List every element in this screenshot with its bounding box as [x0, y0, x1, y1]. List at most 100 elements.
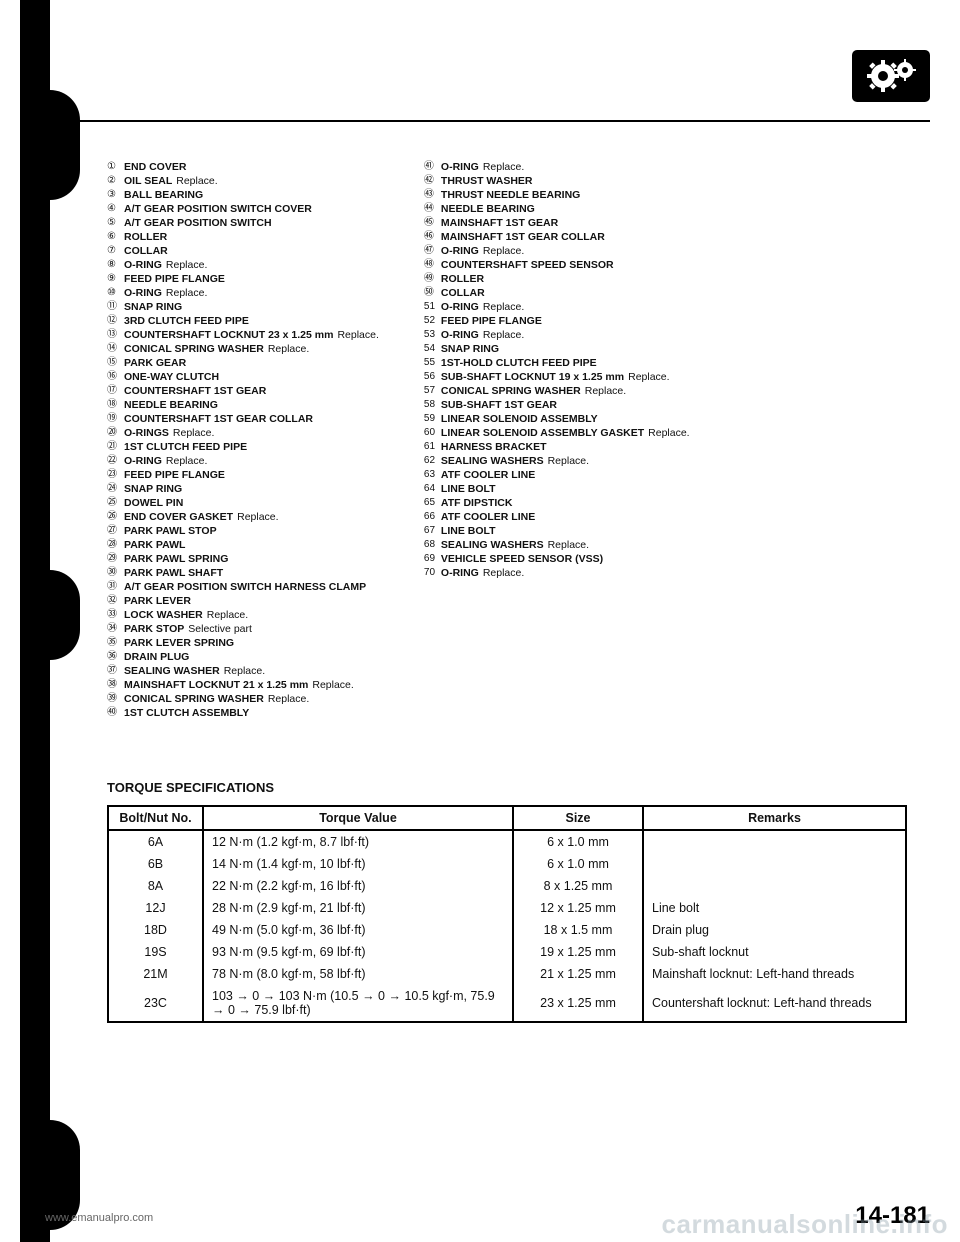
part-number: ⑲	[107, 412, 124, 426]
part-number: ㊾	[424, 272, 441, 286]
part-row: ㊵1ST CLUTCH ASSEMBLY	[107, 706, 379, 720]
part-row: ③BALL BEARING	[107, 188, 379, 202]
table-cell: Line bolt	[643, 897, 906, 919]
part-note: Replace.	[237, 510, 278, 524]
part-number: 54	[424, 342, 441, 356]
part-name: NEEDLE BEARING	[124, 398, 218, 412]
part-name: FEED PIPE FLANGE	[441, 314, 542, 328]
part-row: ㊻MAINSHAFT 1ST GEAR COLLAR	[424, 230, 690, 244]
part-number: 53	[424, 328, 441, 342]
part-name: ATF DIPSTICK	[441, 496, 513, 510]
part-row: ㊹NEEDLE BEARING	[424, 202, 690, 216]
part-number: ⑰	[107, 384, 124, 398]
part-name: OIL SEAL	[124, 174, 172, 188]
part-number: 66	[424, 510, 441, 524]
part-note: Replace.	[628, 370, 669, 384]
part-note: Replace.	[268, 692, 309, 706]
part-name: COUNTERSHAFT 1ST GEAR COLLAR	[124, 412, 313, 426]
part-name: SEALING WASHERS	[441, 454, 544, 468]
parts-col-right: ㊶O-RINGReplace.㊷THRUST WASHER㊸THRUST NEE…	[424, 160, 690, 720]
part-row: ㉗PARK PAWL STOP	[107, 524, 379, 538]
part-note: Replace.	[548, 538, 589, 552]
part-number: ⑩	[107, 286, 124, 300]
part-row: ⑲COUNTERSHAFT 1ST GEAR COLLAR	[107, 412, 379, 426]
part-number: ③	[107, 188, 124, 202]
part-number: 62	[424, 454, 441, 468]
part-note: Replace.	[483, 328, 524, 342]
part-note: Replace.	[166, 454, 207, 468]
part-row: ⑯ONE-WAY CLUTCH	[107, 370, 379, 384]
part-name: SUB-SHAFT 1ST GEAR	[441, 398, 557, 412]
part-row: ⑨FEED PIPE FLANGE	[107, 272, 379, 286]
part-number: ㊽	[424, 258, 441, 272]
part-number: ㊵	[107, 706, 124, 720]
table-cell: 19 x 1.25 mm	[513, 941, 643, 963]
part-number: ⑨	[107, 272, 124, 286]
part-note: Replace.	[483, 160, 524, 174]
part-name: CONICAL SPRING WASHER	[124, 692, 264, 706]
part-note: Replace.	[268, 342, 309, 356]
part-name: O-RING	[124, 454, 162, 468]
table-cell: Sub-shaft locknut	[643, 941, 906, 963]
part-row: ㊴CONICAL SPRING WASHER Replace.	[107, 692, 379, 706]
part-row: ㉓FEED PIPE FLANGE	[107, 468, 379, 482]
part-number: ㉝	[107, 608, 124, 622]
part-row: ㉞PARK STOPSelective part	[107, 622, 379, 636]
part-number: ㊼	[424, 244, 441, 258]
part-row: ㊲SEALING WASHERReplace.	[107, 664, 379, 678]
part-name: SNAP RING	[124, 482, 182, 496]
part-row: 63ATF COOLER LINE	[424, 468, 690, 482]
part-number: 51	[424, 300, 441, 314]
part-number: ⑫	[107, 314, 124, 328]
part-name: A/T GEAR POSITION SWITCH	[124, 216, 272, 230]
binding-tab	[20, 90, 80, 200]
part-name: A/T GEAR POSITION SWITCH HARNESS CLAMP	[124, 580, 366, 594]
part-row: ⑮PARK GEAR	[107, 356, 379, 370]
part-row: 551ST-HOLD CLUTCH FEED PIPE	[424, 356, 690, 370]
part-name: SNAP RING	[124, 300, 182, 314]
part-row: ㉔SNAP RING	[107, 482, 379, 496]
part-number: ⑭	[107, 342, 124, 356]
part-row: ④A/T GEAR POSITION SWITCH COVER	[107, 202, 379, 216]
part-row: ㉜PARK LEVER	[107, 594, 379, 608]
part-name: HARNESS BRACKET	[441, 440, 547, 454]
part-name: PARK PAWL SHAFT	[124, 566, 223, 580]
part-number: ㊴	[107, 692, 124, 706]
table-cell: 6B	[108, 853, 203, 875]
part-number: ⑪	[107, 300, 124, 314]
part-name: O-RING	[124, 286, 162, 300]
th-size: Size	[513, 806, 643, 830]
part-row: 68SEALING WASHERSReplace.	[424, 538, 690, 552]
part-name: END COVER	[124, 160, 186, 174]
part-note: Replace.	[207, 608, 248, 622]
table-cell: 12 x 1.25 mm	[513, 897, 643, 919]
table-cell: Countershaft locknut: Left-hand threads	[643, 985, 906, 1022]
part-number: 69	[424, 552, 441, 566]
part-name: MAINSHAFT LOCKNUT 21 x 1.25 mm	[124, 678, 308, 692]
part-row: ㊶O-RINGReplace.	[424, 160, 690, 174]
part-number: ㊹	[424, 202, 441, 216]
part-number: 60	[424, 426, 441, 440]
torque-table: Bolt/Nut No. Torque Value Size Remarks 6…	[107, 805, 907, 1023]
table-cell: 21M	[108, 963, 203, 985]
part-note: Replace.	[585, 384, 626, 398]
part-number: 56	[424, 370, 441, 384]
part-name: O-RING	[441, 244, 479, 258]
part-row: 58SUB-SHAFT 1ST GEAR	[424, 398, 690, 412]
table-row: 12J28 N·m (2.9 kgf·m, 21 lbf·ft)12 x 1.2…	[108, 897, 906, 919]
table-cell: 78 N·m (8.0 kgf·m, 58 lbf·ft)	[203, 963, 513, 985]
part-note: Replace.	[483, 244, 524, 258]
part-number: ㊺	[424, 216, 441, 230]
part-name: VEHICLE SPEED SENSOR (VSS)	[441, 552, 603, 566]
part-name: SEALING WASHER	[124, 664, 220, 678]
part-name: COLLAR	[124, 244, 168, 258]
part-number: ⑳	[107, 426, 124, 440]
part-name: O-RINGS	[124, 426, 169, 440]
part-number: ㉞	[107, 622, 124, 636]
table-cell: 12J	[108, 897, 203, 919]
parts-col-left: ①END COVER②OIL SEALReplace.③BALL BEARING…	[107, 160, 379, 720]
part-row: 60LINEAR SOLENOID ASSEMBLY GASKETReplace…	[424, 426, 690, 440]
table-row: 18D49 N·m (5.0 kgf·m, 36 lbf·ft)18 x 1.5…	[108, 919, 906, 941]
part-row: ㊸THRUST NEEDLE BEARING	[424, 188, 690, 202]
table-row: 8A22 N·m (2.2 kgf·m, 16 lbf·ft)8 x 1.25 …	[108, 875, 906, 897]
